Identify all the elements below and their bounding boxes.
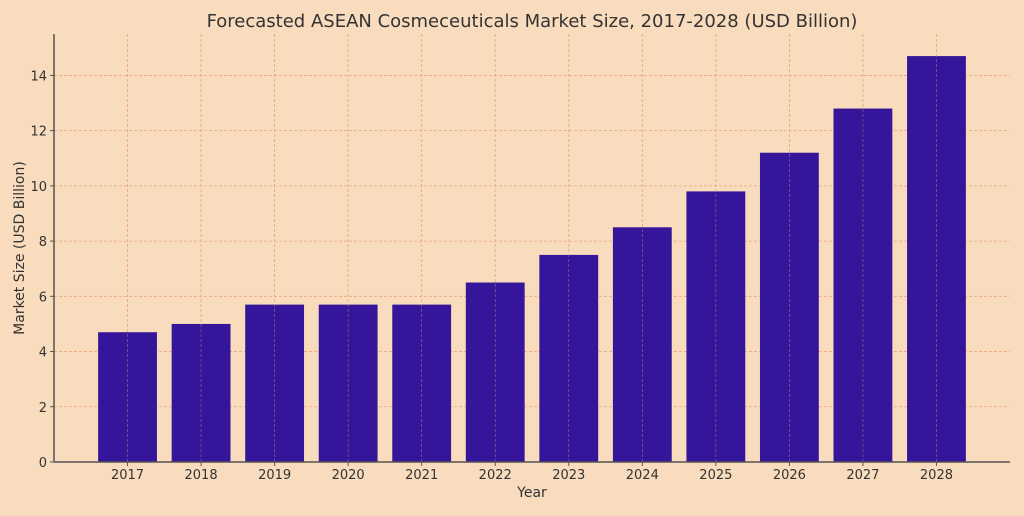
x-tick-label: 2022 (479, 468, 512, 483)
x-tick-label: 2021 (405, 468, 438, 483)
x-tick-label: 2020 (332, 468, 365, 483)
x-tick-label: 2027 (846, 468, 879, 483)
x-tick-label: 2017 (111, 468, 144, 483)
y-tick-label: 6 (39, 290, 47, 305)
y-tick-label: 2 (39, 401, 47, 416)
y-axis-label: Market Size (USD Billion) (12, 161, 28, 335)
y-tick-label: 8 (39, 235, 47, 250)
bar-2022 (465, 282, 525, 462)
y-tick-label: 0 (39, 456, 47, 471)
x-tick-label: 2019 (258, 468, 291, 483)
x-tick-label: 2023 (552, 468, 585, 483)
y-tick-label: 4 (39, 346, 47, 361)
x-tick-label: 2028 (920, 468, 953, 483)
chart-title: Forecasted ASEAN Cosmeceuticals Market S… (207, 11, 858, 32)
y-tick-label: 14 (30, 69, 47, 84)
bar-2020 (318, 304, 378, 462)
x-tick-label: 2024 (626, 468, 659, 483)
y-tick-label: 10 (30, 180, 47, 195)
y-tick-label: 12 (30, 125, 47, 140)
x-axis-label: Year (516, 485, 547, 501)
x-tick-label: 2018 (185, 468, 218, 483)
x-tick-label: 2026 (773, 468, 806, 483)
bar-2019 (245, 304, 305, 462)
bar-2021 (392, 304, 452, 462)
x-tick-label: 2025 (699, 468, 732, 483)
bars (98, 34, 966, 463)
axes: 0 2 4 6 8 10 12 14 2017 2018 2019 2020 2021 2022 2023 2… (30, 34, 1010, 483)
